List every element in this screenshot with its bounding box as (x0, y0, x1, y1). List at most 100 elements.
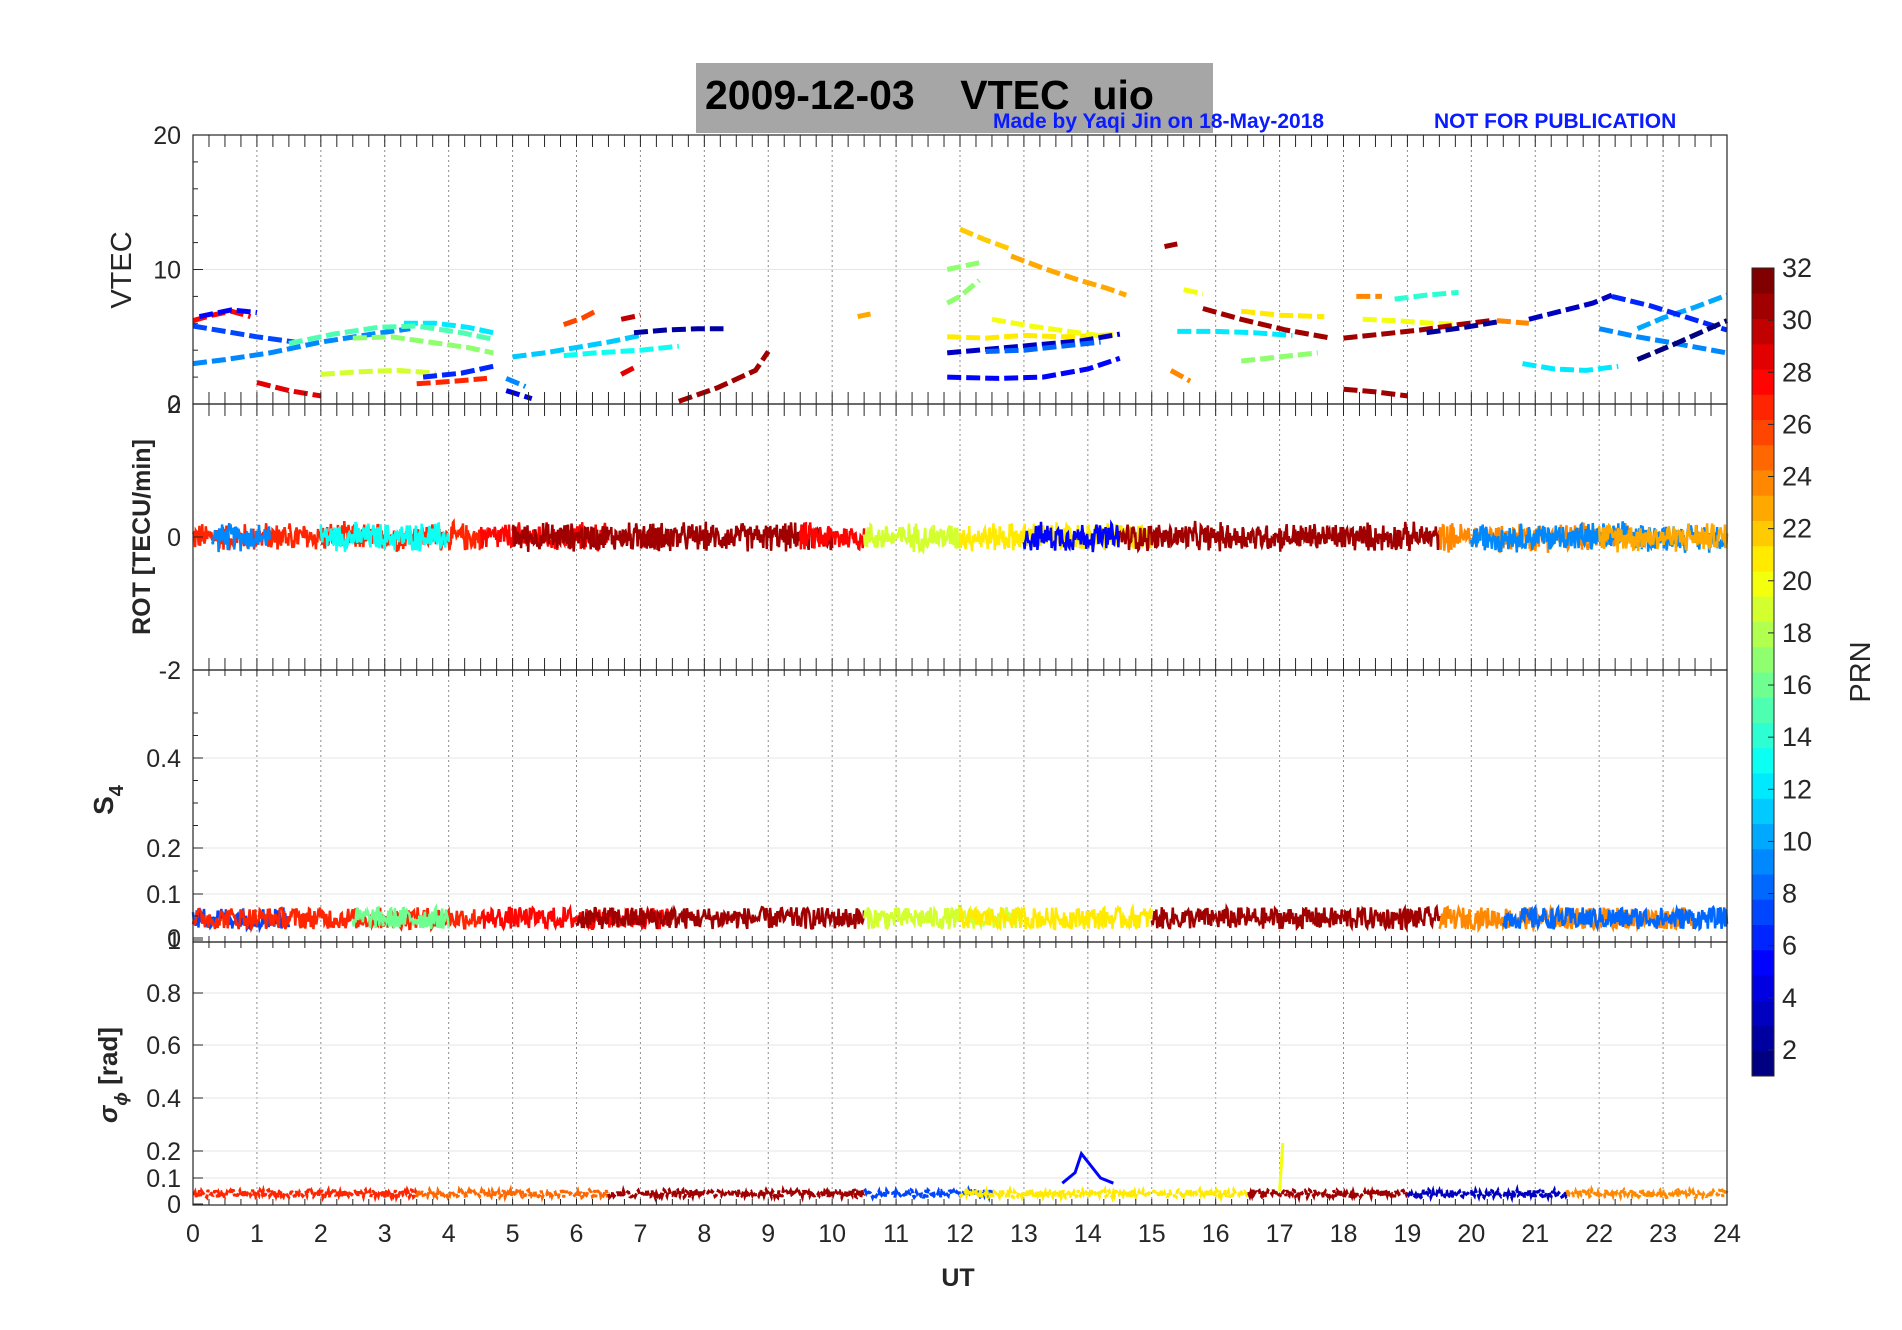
sigma-series-prn-31 (607, 1184, 866, 1203)
rot-series-prn-13 (319, 521, 450, 552)
vtec-series-prn-24 (1169, 368, 1192, 384)
s4-series-prn-31 (575, 904, 866, 930)
colorbar-cell (1752, 874, 1774, 900)
colorbar-cell (1752, 369, 1774, 395)
colorbar-cell (1752, 646, 1774, 673)
vtec-series-prn-31 (1343, 386, 1408, 399)
rot-series-prn-5 (1022, 519, 1122, 553)
x-tick-label: 7 (633, 1220, 647, 1248)
vtec-series-prn-5 (198, 307, 258, 320)
colorbar-cell (1752, 1050, 1774, 1077)
s4-ytick-label: 0.4 (146, 745, 181, 773)
vtec-series-prn-3 (1528, 292, 1613, 322)
colorbar-cell (1752, 268, 1774, 294)
sigma-ytick-label: 1 (167, 927, 181, 955)
sigma-peak-prn-20 (1278, 1142, 1285, 1192)
x-tick-label: 18 (1330, 1220, 1358, 1248)
x-tick-label: 19 (1394, 1220, 1422, 1248)
sigma-series-prn-27 (192, 1184, 419, 1203)
x-tick-label: 21 (1521, 1220, 1549, 1248)
colorbar-cell (1752, 848, 1774, 875)
x-tick-label: 23 (1649, 1220, 1677, 1248)
vtec-series-prn-22 (959, 226, 1012, 252)
colorbar-tick-label: 26 (1782, 409, 1812, 439)
colorbar-tick-label: 18 (1782, 618, 1812, 648)
vtec-series-prn-13 (563, 343, 680, 359)
vtec-ytick-label: 20 (153, 122, 181, 150)
colorbar-cell (1752, 318, 1774, 345)
vtec-series-prn-31 (1202, 306, 1332, 341)
x-tick-label: 8 (697, 1220, 711, 1248)
colorbar-tick-label: 20 (1782, 566, 1812, 596)
vtec-series-prn-27 (416, 375, 488, 387)
x-tick-label: 2 (314, 1220, 328, 1248)
s4-ytick-label: 0.2 (146, 835, 181, 863)
x-tick-label: 17 (1266, 1220, 1294, 1248)
vtec-series-prn-9 (1598, 326, 1728, 356)
colorbar-tick-label: 24 (1782, 462, 1812, 492)
sigma-ytick-label: 0.2 (146, 1138, 181, 1166)
vtec-series-prn-21 (1240, 308, 1325, 320)
sigma-ylabel: σϕ [rad] (93, 1027, 131, 1123)
sigma-series-prn-24 (1565, 1184, 1729, 1203)
colorbar-tick-label: 2 (1782, 1035, 1797, 1065)
colorbar-cell (1752, 596, 1774, 622)
sigma-peak-prn-5 (1061, 1150, 1114, 1185)
colorbar-tick-label: 10 (1782, 826, 1812, 856)
vtec-series-prn-12 (403, 320, 494, 336)
sigma-ytick-label: 0.4 (146, 1085, 181, 1113)
x-tick-label: 3 (378, 1220, 392, 1248)
sigma-ytick-label: 0.8 (146, 980, 181, 1008)
colorbar-cell (1752, 798, 1774, 824)
colorbar-tick-label: 8 (1782, 879, 1797, 909)
vtec-series-prn-15 (288, 323, 494, 346)
x-tick-label: 16 (1202, 1220, 1230, 1248)
colorbar-tick-label: 14 (1782, 722, 1812, 752)
vtec-series-prn-26 (562, 308, 597, 327)
x-tick-label: 10 (818, 1220, 846, 1248)
colorbar-cell (1752, 747, 1774, 774)
vtec-series-prn-29 (256, 380, 322, 399)
colorbar-tick-label: 30 (1782, 305, 1812, 335)
vtec-series-prn-17 (1240, 350, 1319, 364)
colorbar-cell (1752, 621, 1774, 648)
colorbar-cell (1752, 773, 1774, 799)
vtec-series-prn-19 (320, 367, 437, 377)
colorbar-cell (1752, 924, 1774, 951)
vtec-series-prn-12 (1522, 361, 1619, 373)
vtec-series-prn-24 (1496, 318, 1530, 326)
vtec-ylabel: VTEC (106, 231, 138, 308)
sigma-series-prn-3 (1406, 1183, 1569, 1204)
vtec-series-prn-17 (946, 278, 981, 306)
vtec-series-prn-14 (1394, 289, 1459, 302)
rot-series-prn-9 (210, 522, 271, 553)
colorbar-cell (1752, 823, 1774, 850)
vtec-ytick-label: 10 (153, 257, 181, 285)
sigma-ytick-label: 0.6 (146, 1032, 181, 1060)
rot-series-prn-31 (1118, 520, 1249, 554)
vtec-series-prn-2 (1426, 319, 1498, 336)
colorbar-tick-label: 32 (1782, 253, 1812, 283)
colorbar-cell (1752, 571, 1774, 597)
colorbar-tick-label: 28 (1782, 357, 1812, 387)
vtec-series-prn-29 (620, 365, 636, 377)
vtec-series-prn-20 (991, 316, 1108, 340)
vtec-series-prn-6 (422, 363, 494, 380)
colorbar-cell (1752, 444, 1774, 471)
colorbar-cell (1752, 975, 1774, 1001)
sigma-ytick-label: 0.1 (146, 1165, 181, 1193)
vtec-series-prn-3 (946, 331, 1121, 356)
colorbar-cell (1752, 419, 1774, 446)
s4-ytick-label: 0 (167, 925, 181, 953)
colorbar-tick-label: 16 (1782, 670, 1812, 700)
title-box (696, 63, 1213, 133)
vtec-series-prn-31 (677, 350, 771, 404)
colorbar-tick-label: 6 (1782, 931, 1797, 961)
vtec-series-prn-31 (1343, 318, 1491, 341)
s4-series-prn-31 (1150, 902, 1441, 934)
colorbar-cell (1752, 1000, 1774, 1026)
vtec-series-prn-7 (192, 323, 296, 345)
rot-series-prn-31 (1246, 521, 1441, 552)
vtec-series-prn-23 (1010, 253, 1128, 298)
